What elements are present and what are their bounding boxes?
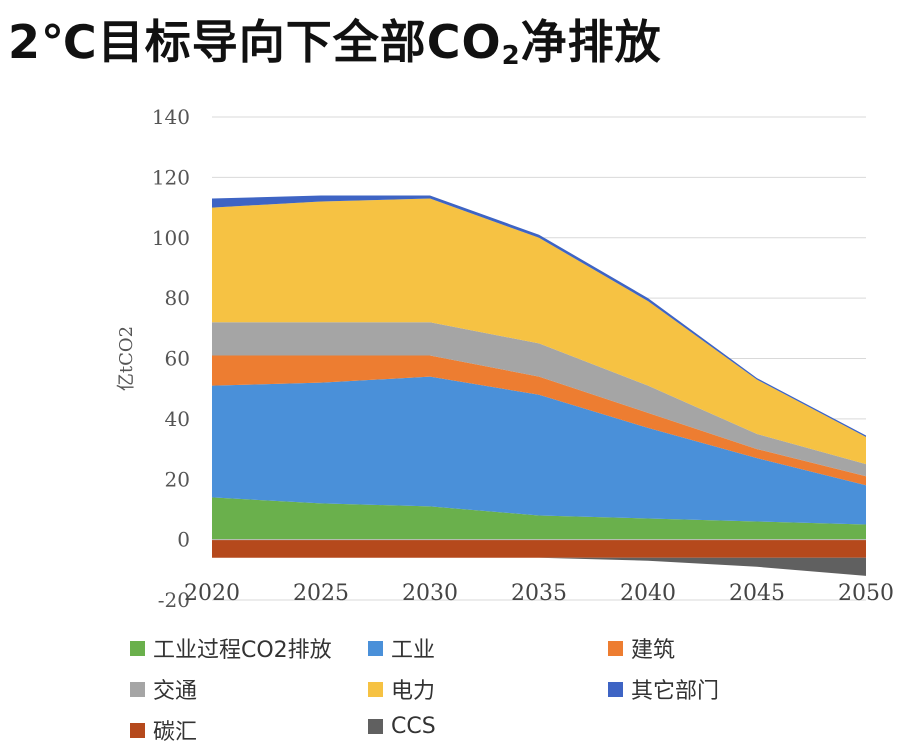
legend-swatch (368, 719, 383, 734)
legend-label: 工业过程CO2排放 (153, 638, 332, 663)
legend-swatch (608, 681, 623, 697)
x-tick-label: 2020 (184, 581, 240, 606)
legend-swatch (130, 722, 145, 738)
legend-item: 碳汇 (130, 714, 197, 746)
legend-item: 交通 (130, 673, 197, 705)
legend-item: 其它部门 (608, 673, 719, 705)
x-tick-label: 2030 (402, 581, 458, 606)
y-tick-label: 20 (165, 467, 190, 491)
legend-label: 工业 (391, 638, 436, 663)
x-tick-label: 2050 (838, 581, 894, 606)
x-tick-label: 2045 (729, 581, 785, 606)
legend-label: 碳汇 (153, 720, 198, 745)
area-交通 (212, 322, 866, 477)
legend-label: 交通 (153, 679, 198, 704)
legend-item: 电力 (368, 673, 435, 705)
legend-swatch (130, 640, 145, 656)
area-电力 (212, 198, 866, 465)
y-tick-label: 0 (177, 528, 190, 552)
legend-label: 建筑 (631, 638, 676, 663)
area-工业 (212, 376, 866, 525)
x-tick-label: 2025 (293, 581, 349, 606)
legend-label: 电力 (391, 679, 436, 704)
legend-swatch (368, 640, 383, 656)
legend-label: CCS (391, 714, 436, 739)
area-CCS (212, 557, 866, 576)
x-tick-label: 2040 (620, 581, 676, 606)
y-tick-label: 40 (165, 407, 190, 431)
y-tick-label: 100 (152, 226, 190, 250)
legend-item: CCS (368, 714, 436, 739)
legend-swatch (130, 681, 145, 697)
x-tick-label: 2035 (511, 581, 567, 606)
legend-item: 工业 (368, 632, 435, 664)
area-碳汇 (212, 539, 866, 558)
legend-item: 建筑 (608, 632, 675, 664)
legend-item: 工业过程CO2排放 (130, 632, 332, 664)
y-tick-label: 80 (165, 286, 190, 310)
y-tick-label: 120 (152, 165, 190, 189)
y-tick-label: 140 (152, 105, 190, 129)
legend-swatch (608, 640, 623, 656)
legend-swatch (368, 681, 383, 697)
y-axis-label: 亿tCO2 (116, 326, 137, 391)
area-建筑 (212, 355, 866, 486)
legend-label: 其它部门 (631, 679, 720, 704)
area-工业过程CO2排放 (212, 497, 866, 540)
y-tick-label: -20 (158, 588, 190, 612)
chart-title: 2℃目标导向下全部CO2净排放 (8, 15, 662, 71)
y-tick-label: 60 (165, 347, 190, 371)
